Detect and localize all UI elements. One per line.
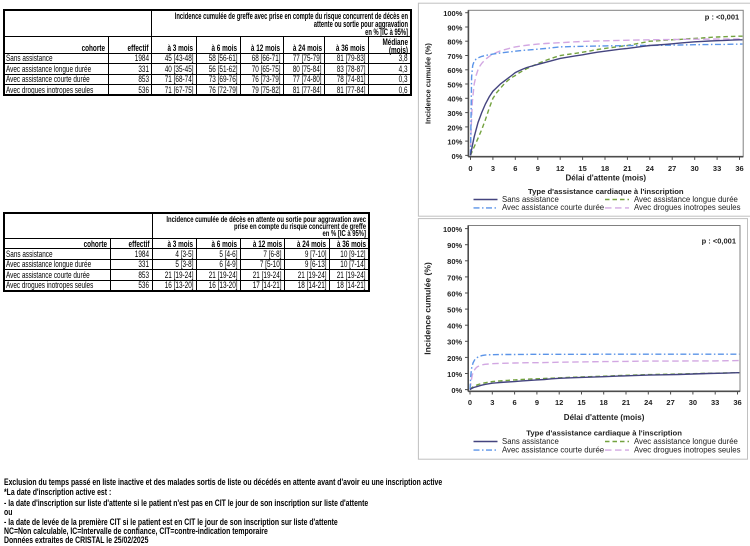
svg-text:60%: 60%: [447, 289, 462, 298]
svg-text:70%: 70%: [447, 273, 462, 282]
svg-text:Type d'assistance cardiaque à: Type d'assistance cardiaque à l'inscript…: [528, 187, 684, 196]
svg-text:18: 18: [601, 164, 609, 173]
svg-text:21: 21: [623, 164, 631, 173]
svg-text:3: 3: [490, 398, 494, 407]
svg-text:0: 0: [468, 164, 472, 173]
svg-text:70%: 70%: [447, 52, 462, 61]
svg-text:27: 27: [668, 164, 676, 173]
svg-text:21: 21: [622, 398, 630, 407]
svg-text:10%: 10%: [447, 138, 462, 147]
svg-text:15: 15: [578, 164, 586, 173]
svg-text:Sans assistance: Sans assistance: [502, 437, 559, 446]
svg-text:30%: 30%: [447, 338, 462, 347]
svg-text:9: 9: [536, 164, 540, 173]
svg-text:15: 15: [577, 398, 585, 407]
svg-text:33: 33: [711, 398, 719, 407]
svg-text:20%: 20%: [447, 123, 462, 132]
svg-text:6: 6: [513, 164, 517, 173]
svg-text:Avec drogues inotropes seules: Avec drogues inotropes seules: [634, 203, 741, 212]
svg-text:Avec assistance longue durée: Avec assistance longue durée: [634, 437, 738, 446]
svg-text:100%: 100%: [443, 225, 463, 234]
svg-text:36: 36: [735, 164, 743, 173]
svg-text:p : <0,001: p : <0,001: [702, 237, 736, 246]
svg-text:30: 30: [691, 164, 699, 173]
svg-text:30%: 30%: [447, 109, 462, 118]
svg-text:0%: 0%: [451, 386, 462, 395]
svg-text:6: 6: [513, 398, 517, 407]
svg-text:0%: 0%: [452, 152, 463, 161]
svg-text:Avec drogues inotropes seules: Avec drogues inotropes seules: [634, 445, 741, 454]
svg-text:Avec assistance longue durée: Avec assistance longue durée: [634, 195, 738, 204]
svg-text:24: 24: [646, 164, 655, 173]
svg-text:9: 9: [535, 398, 539, 407]
svg-text:40%: 40%: [447, 322, 462, 331]
svg-text:Incidence cumulée (%): Incidence cumulée (%): [423, 262, 433, 355]
svg-text:18: 18: [600, 398, 608, 407]
svg-text:30: 30: [689, 398, 697, 407]
svg-text:Type d'assistance cardiaque à: Type d'assistance cardiaque à l'inscript…: [526, 429, 682, 438]
svg-text:80%: 80%: [447, 38, 462, 47]
svg-text:50%: 50%: [447, 81, 462, 90]
svg-text:24: 24: [644, 398, 653, 407]
svg-text:36: 36: [733, 398, 741, 407]
svg-text:100%: 100%: [443, 9, 463, 18]
svg-text:Avec assistance courte durée: Avec assistance courte durée: [502, 445, 604, 454]
svg-text:20%: 20%: [447, 354, 462, 363]
svg-text:3: 3: [491, 164, 495, 173]
svg-text:50%: 50%: [447, 306, 462, 315]
svg-text:90%: 90%: [447, 241, 462, 250]
svg-text:12: 12: [556, 164, 564, 173]
svg-text:Sans assistance: Sans assistance: [502, 195, 559, 204]
svg-text:Délai d'attente (mois): Délai d'attente (mois): [564, 413, 645, 422]
svg-text:Incidence cumulée (%): Incidence cumulée (%): [424, 43, 433, 124]
svg-text:90%: 90%: [447, 23, 462, 32]
svg-text:33: 33: [713, 164, 721, 173]
svg-text:12: 12: [555, 398, 563, 407]
svg-text:10%: 10%: [447, 370, 462, 379]
svg-text:60%: 60%: [447, 66, 462, 75]
svg-text:40%: 40%: [447, 95, 462, 104]
svg-text:Avec assistance courte durée: Avec assistance courte durée: [502, 203, 604, 212]
svg-text:0: 0: [468, 398, 472, 407]
svg-text:p : <0,001: p : <0,001: [705, 13, 739, 22]
svg-text:27: 27: [666, 398, 674, 407]
svg-text:80%: 80%: [447, 257, 462, 266]
svg-text:Délai d'attente (mois): Délai d'attente (mois): [566, 174, 647, 183]
